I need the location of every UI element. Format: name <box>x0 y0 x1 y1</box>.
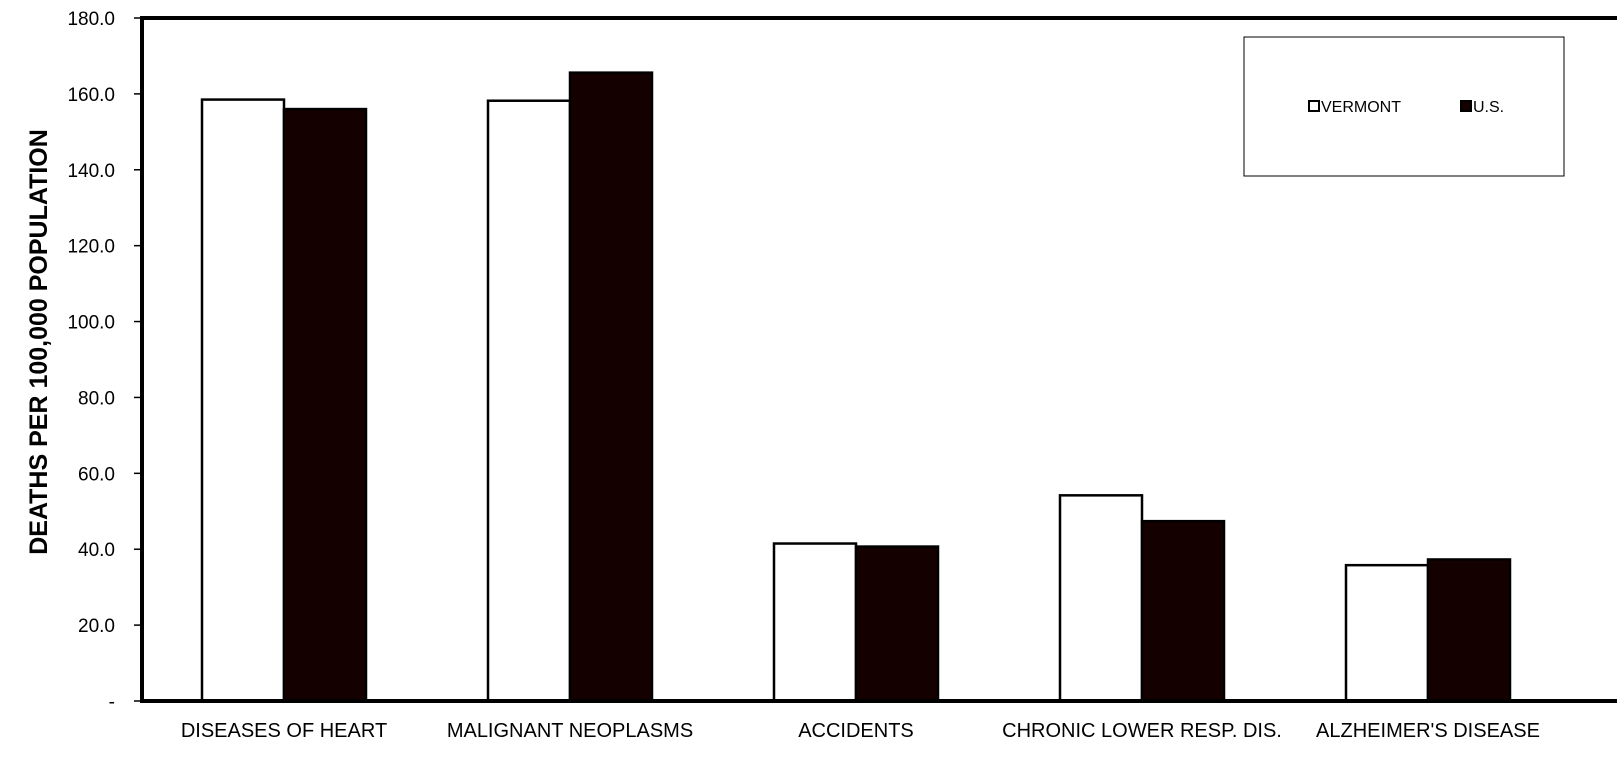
legend-box <box>1243 36 1565 177</box>
y-axis-label: DEATHS PER 100,000 POPULATION <box>25 129 53 555</box>
bar-vermont-2 <box>486 99 572 703</box>
plot-frame <box>140 16 1617 703</box>
bar-vermont-5 <box>1344 563 1430 703</box>
y-tick-label: 80.0 <box>78 388 115 409</box>
bar-u-s-5 <box>1426 558 1512 703</box>
y-tick-label: 60.0 <box>78 464 115 485</box>
axes <box>140 16 1617 703</box>
x-category-label: ACCIDENTS <box>798 720 914 742</box>
legend: VERMONT U.S. <box>1243 36 1565 177</box>
legend-swatch <box>1308 100 1320 112</box>
y-tick-label: 20.0 <box>78 616 115 637</box>
y-tick-label: 100.0 <box>67 313 115 334</box>
legend-swatch <box>1460 100 1472 112</box>
y-tick-label: 160.0 <box>67 85 115 106</box>
x-axis-labels: DISEASES OF HEART MALIGNANT NEOPLASMS ACCI… <box>181 720 1540 742</box>
bar-u-s-2 <box>568 71 654 703</box>
y-tick-label: 140.0 <box>67 161 115 182</box>
legend-entry-label: U.S. <box>1473 99 1504 116</box>
bar-vermont-1 <box>200 98 286 703</box>
legend-entry-label: VERMONT <box>1321 99 1401 116</box>
y-tick-label: 180.0 <box>67 9 115 30</box>
bar-u-s-3 <box>854 545 940 703</box>
bar-vermont-4 <box>1058 494 1144 703</box>
x-category-label: MALIGNANT NEOPLASMS <box>447 720 693 742</box>
x-category-label: DISEASES OF HEART <box>181 720 387 742</box>
x-category-label: ALZHEIMER'S DISEASE <box>1316 720 1540 742</box>
y-tick-label: - <box>109 692 115 713</box>
y-tick-label: 120.0 <box>67 237 115 258</box>
x-category-label: CHRONIC LOWER RESP. DIS. <box>1002 720 1282 742</box>
y-tick-label: 40.0 <box>78 540 115 561</box>
bar-u-s-4 <box>1140 519 1226 703</box>
bar-u-s-1 <box>282 107 368 703</box>
bar-vermont-3 <box>772 542 858 703</box>
y-axis-ticks: - 20.0 40.0 60.0 80.0 100.0 120.0 140.0 160.0 180… <box>67 9 142 713</box>
